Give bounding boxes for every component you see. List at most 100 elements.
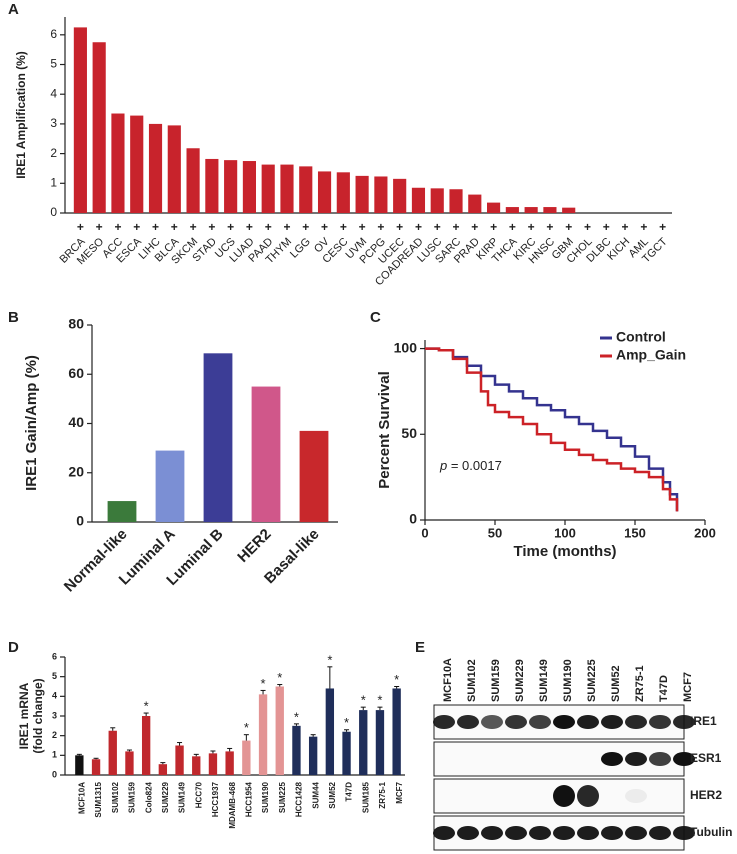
row-label: HER2 [690,788,722,802]
error-bar [360,706,366,711]
blot-band [673,715,695,729]
marker: + [659,220,666,234]
lane-label: SUM190 [562,659,574,702]
error-bar [93,757,99,760]
survival-curve [425,347,679,512]
blot-band [577,826,599,840]
panel-label: B [8,309,19,326]
marker: + [283,220,290,234]
y-axis-label: IRE1 Gain/Amp (%) [23,355,40,491]
x-tick-label: Normal-like [61,526,131,596]
bar [225,751,234,775]
blot-band [673,826,695,840]
marker: + [565,220,572,234]
bar [299,166,313,213]
x-tick-label: MDAMB-468 [228,781,237,828]
x-tick-label: HCC70 [194,781,203,808]
error-bar [344,729,350,732]
bar [186,148,200,213]
bar [192,756,201,775]
x-tick-label: SUM149 [178,781,187,813]
marker: + [152,220,159,234]
x-tick-label: SUM225 [278,781,287,813]
significance: * [244,720,249,735]
error-bar [143,712,149,716]
bar [325,688,335,775]
row-label: Tubulin [690,825,732,839]
error-bar [126,749,132,752]
lane-label: SUM102 [466,659,478,702]
y-tick-label: 100 [394,339,418,355]
significance: * [394,672,399,687]
bar [430,188,444,213]
y-tick-label: 4 [50,86,57,100]
bar [125,751,134,775]
blot-band [625,826,647,840]
bar [107,501,137,522]
y-tick-label: 6 [50,27,57,41]
panel-label: D [8,639,19,656]
bar [158,764,168,775]
significance: * [261,676,266,691]
marker: + [171,220,178,234]
marker: + [96,220,103,234]
marker: + [490,220,497,234]
blot-band [601,826,623,840]
marker: + [584,220,591,234]
bar [258,694,268,775]
blot-band [649,826,671,840]
marker: + [265,220,272,234]
y-tick-label: 60 [68,365,84,381]
x-tick-label: 150 [624,525,646,540]
significance: * [377,693,382,708]
marker: + [359,220,366,234]
error-bar [260,689,266,695]
significance: * [294,709,299,724]
error-bar [210,750,216,754]
blot-band [481,826,503,840]
marker: + [246,220,253,234]
y-tick-label: 5 [52,671,57,681]
x-tick-label: HCC1954 [244,781,253,817]
error-bar [293,723,299,726]
error-bar [76,753,82,756]
blot-band [529,826,551,840]
panel-label: A [8,1,19,18]
y-tick-label: 20 [68,463,84,479]
marker: + [528,220,535,234]
panel-label: E [415,639,425,656]
marker: + [340,220,347,234]
bar [336,172,350,213]
y-axis-label: Percent Survival [376,371,393,489]
bar [487,202,501,213]
error-bar [243,734,249,741]
significance: * [327,652,332,667]
marker: + [453,220,460,234]
lane-label: SUM225 [586,659,598,702]
blot-band [577,785,599,807]
bar [111,113,125,213]
significance: * [277,670,282,685]
bar [108,730,117,775]
bar [75,755,84,775]
y-tick-label: 5 [50,57,57,71]
marker: + [321,220,328,234]
lane-label: SUM159 [490,659,502,702]
x-tick-label: MCF7 [395,781,404,803]
x-tick-label: SUM102 [111,781,120,813]
y-tick-label: 2 [52,730,57,740]
error-bar [310,734,316,737]
legend-label: Control [616,329,666,345]
bar [208,753,218,775]
y-axis-label: IRE1 mRNA [17,682,31,749]
bar [130,115,144,213]
row-label: IRE1 [690,714,717,728]
marker: + [603,220,610,234]
error-bar [177,742,183,746]
bar [155,450,185,522]
marker: + [190,220,197,234]
lane-label: SUM149 [538,659,550,702]
significance: * [144,698,149,713]
bar [251,386,281,522]
